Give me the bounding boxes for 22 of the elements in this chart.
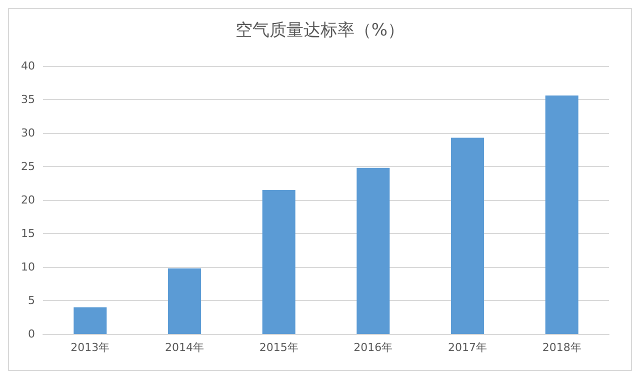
chart-title: 空气质量达标率（%） [235, 20, 405, 40]
y-tick-label: 10 [21, 260, 35, 274]
y-tick-label: 15 [21, 227, 35, 240]
y-tick-label: 25 [21, 160, 35, 173]
x-tick-label: 2018年 [542, 341, 582, 354]
bar [168, 268, 202, 334]
y-tick-label: 30 [21, 126, 35, 140]
x-tick-label: 2013年 [70, 341, 110, 354]
x-tick-label: 2015年 [259, 341, 298, 354]
x-tick-label: 2016年 [354, 341, 393, 354]
bar [450, 138, 484, 334]
bar [74, 307, 107, 334]
y-tick-label: 40 [21, 60, 35, 72]
x-tick-label: 2014年 [165, 341, 204, 354]
y-tick-label: 35 [21, 93, 35, 106]
y-tick-label: 20 [21, 194, 35, 206]
y-tick-label: 5 [28, 294, 35, 307]
bar [356, 168, 390, 334]
y-tick-label: 0 [28, 328, 35, 340]
bar [545, 95, 578, 334]
x-tick-label: 2017年 [448, 341, 487, 354]
bar [262, 190, 296, 334]
